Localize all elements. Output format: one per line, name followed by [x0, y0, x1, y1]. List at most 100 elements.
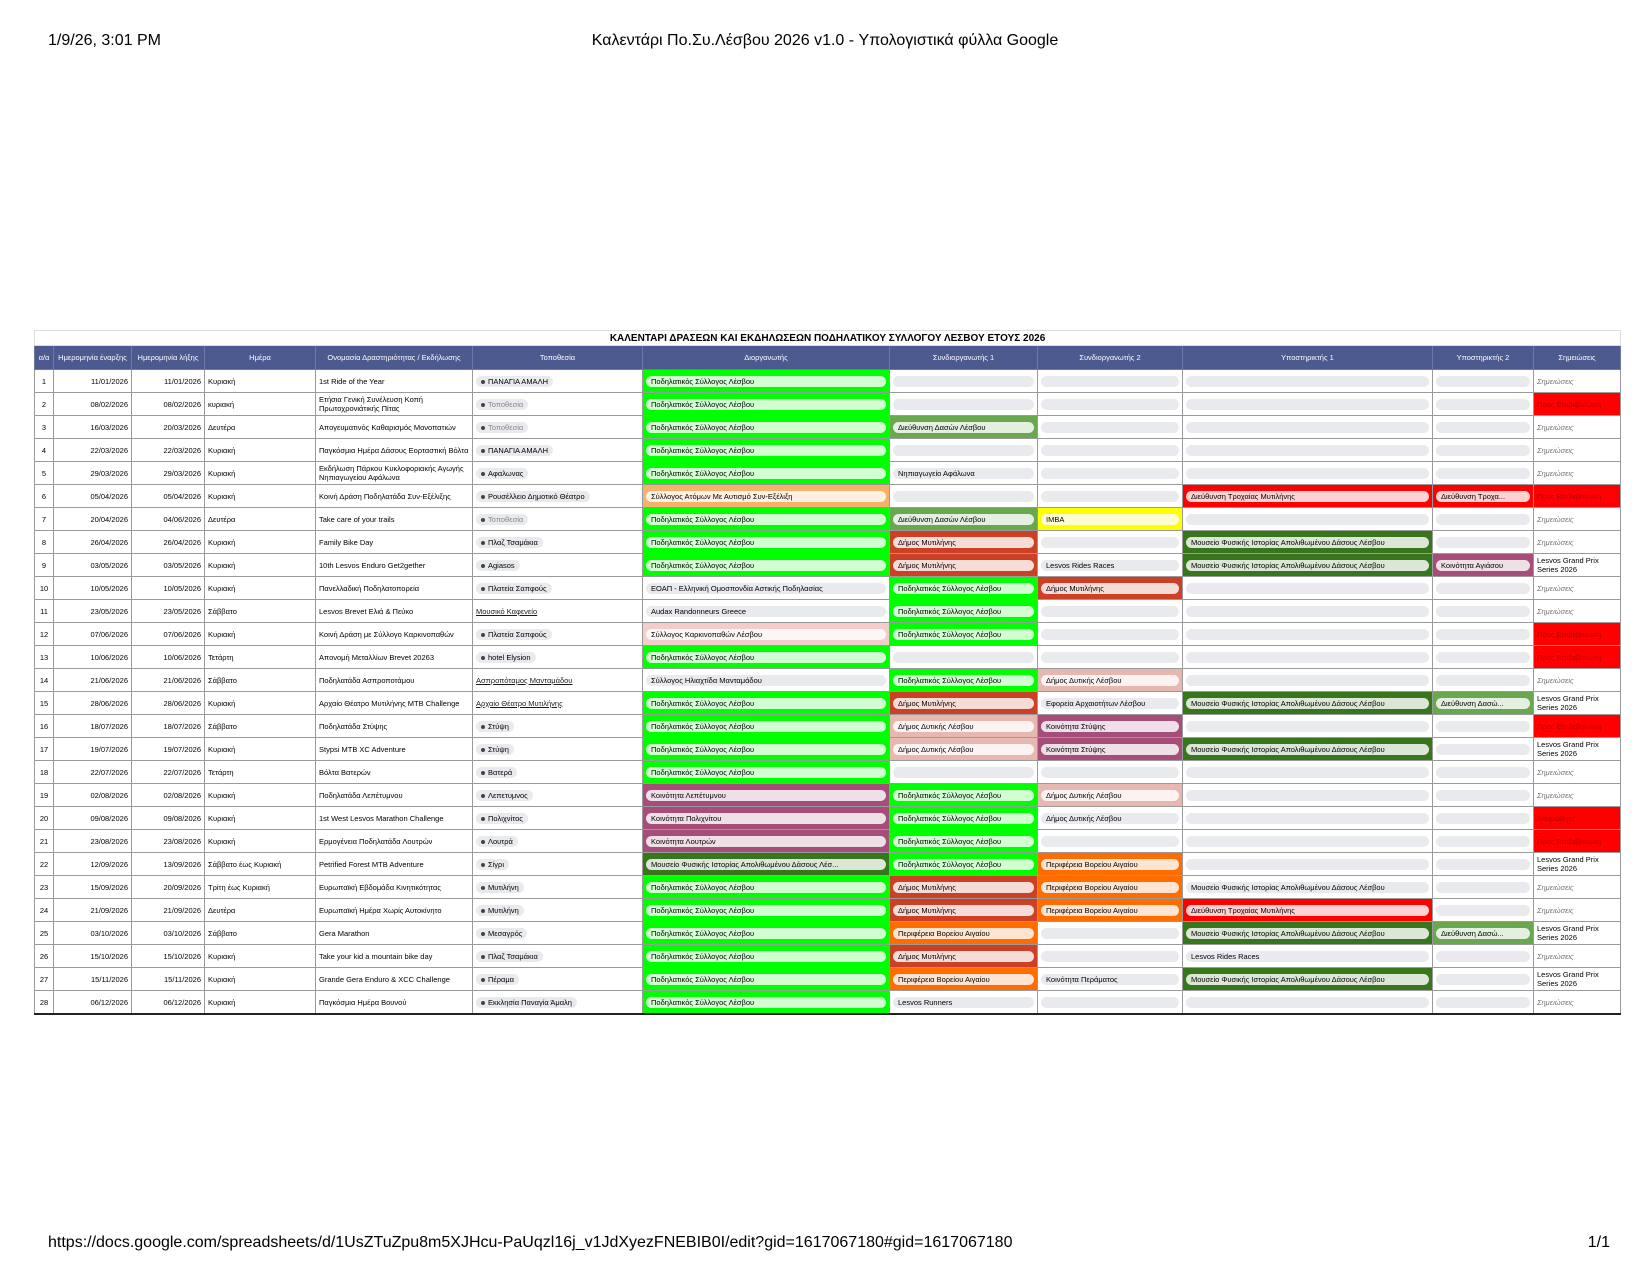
dropdown-chip[interactable]: Ποδηλατικός Σύλλογος Λέσβου	[646, 651, 886, 663]
empty-dropdown-chip[interactable]	[1186, 858, 1429, 870]
empty-dropdown-chip[interactable]	[1186, 651, 1429, 663]
empty-dropdown-chip[interactable]	[1436, 973, 1530, 985]
dropdown-chip[interactable]: Ποδηλατικός Σύλλογος Λέσβου	[646, 398, 886, 410]
dropdown-chip[interactable]: Δήμος Δυτικής Λέσβου	[1041, 812, 1179, 824]
empty-dropdown-chip[interactable]	[1041, 444, 1179, 456]
empty-dropdown-chip[interactable]	[1436, 950, 1530, 962]
dropdown-chip[interactable]: Σύλλογος Καρκινοπαθών Λέσβου	[646, 628, 886, 640]
dropdown-chip[interactable]: Ποδηλατικός Σύλλογος Λέσβου	[646, 375, 886, 387]
dropdown-chip[interactable]: Δήμος Δυτικής Λέσβου	[1041, 674, 1179, 686]
dropdown-chip[interactable]: Σύλλογος Ηλιαχτίδα Μανταμάδου	[646, 674, 886, 686]
location-chip[interactable]: Τοποθεσία	[476, 421, 529, 433]
dropdown-chip[interactable]: Ποδηλατικός Σύλλογος Λέσβου	[646, 444, 886, 456]
empty-dropdown-chip[interactable]	[1041, 375, 1179, 387]
location-chip[interactable]: hotel Elysion	[476, 651, 536, 663]
empty-dropdown-chip[interactable]	[1186, 582, 1429, 594]
empty-dropdown-chip[interactable]	[1186, 835, 1429, 847]
dropdown-chip[interactable]: Ποδηλατικός Σύλλογος Λέσβου	[646, 766, 886, 778]
dropdown-chip[interactable]: Ποδηλατικός Σύλλογος Λέσβου	[646, 559, 886, 571]
dropdown-chip[interactable]: Ποδηλατικός Σύλλογος Λέσβου	[646, 536, 886, 548]
dropdown-chip[interactable]: Περιφέρεια Βορείου Αιγαίου	[893, 927, 1034, 939]
dropdown-chip[interactable]: Ποδηλατικός Σύλλογος Λέσβου	[893, 605, 1034, 617]
empty-dropdown-chip[interactable]	[1436, 375, 1530, 387]
location-link[interactable]: Ασπροπόταμος Μανταμάδου	[476, 675, 573, 685]
dropdown-chip[interactable]: Ποδηλατικός Σύλλογος Λέσβου	[893, 835, 1034, 847]
dropdown-chip[interactable]: Περιφέρεια Βορείου Αιγαίου	[1041, 881, 1179, 893]
location-chip[interactable]: Τοποθεσία	[476, 398, 529, 410]
location-chip[interactable]: Πλαζ Τσαμάκια	[476, 950, 543, 962]
dropdown-chip[interactable]: Νηπιαγωγείο Αφάλωνα	[893, 467, 1034, 479]
dropdown-chip[interactable]: Μουσείο Φυσικής Ιστορίας Απολιθωμένου Δά…	[1186, 743, 1429, 755]
dropdown-chip[interactable]: Δήμος Μυτιλήνης	[893, 904, 1034, 916]
empty-dropdown-chip[interactable]	[893, 444, 1034, 456]
dropdown-chip[interactable]: Ποδηλατικός Σύλλογος Λέσβου	[646, 904, 886, 916]
empty-dropdown-chip[interactable]	[1041, 605, 1179, 617]
location-chip[interactable]: Βατερά	[476, 766, 518, 778]
location-chip[interactable]: Εκκλησία Παναγία Άμαλη	[476, 996, 577, 1008]
empty-dropdown-chip[interactable]	[1186, 720, 1429, 732]
empty-dropdown-chip[interactable]	[1041, 651, 1179, 663]
empty-dropdown-chip[interactable]	[1041, 996, 1179, 1008]
dropdown-chip[interactable]: Περιφέρεια Βορείου Αιγαίου	[1041, 858, 1179, 870]
empty-dropdown-chip[interactable]	[893, 398, 1034, 410]
empty-dropdown-chip[interactable]	[1436, 651, 1530, 663]
empty-dropdown-chip[interactable]	[1041, 835, 1179, 847]
dropdown-chip[interactable]: Δήμος Μυτιλήνης	[1041, 582, 1179, 594]
empty-dropdown-chip[interactable]	[1041, 490, 1179, 502]
dropdown-chip[interactable]: Μουσείο Φυσικής Ιστορίας Απολιθωμένου Δά…	[1186, 973, 1429, 985]
dropdown-chip[interactable]: Δήμος Μυτιλήνης	[893, 559, 1034, 571]
empty-dropdown-chip[interactable]	[1041, 536, 1179, 548]
dropdown-chip[interactable]: Ποδηλατικός Σύλλογος Λέσβου	[893, 582, 1034, 594]
location-chip[interactable]: Στύψη	[476, 743, 514, 755]
dropdown-chip[interactable]: Ποδηλατικός Σύλλογος Λέσβου	[893, 812, 1034, 824]
location-chip[interactable]: Σίγρι	[476, 858, 509, 870]
dropdown-chip[interactable]: Δήμος Μυτιλήνης	[893, 881, 1034, 893]
empty-dropdown-chip[interactable]	[1186, 766, 1429, 778]
dropdown-chip[interactable]: Ποδηλατικός Σύλλογος Λέσβου	[893, 789, 1034, 801]
empty-dropdown-chip[interactable]	[1186, 513, 1429, 525]
dropdown-chip[interactable]: Μουσείο Φυσικής Ιστορίας Απολιθωμένου Δά…	[646, 858, 886, 870]
empty-dropdown-chip[interactable]	[1186, 628, 1429, 640]
empty-dropdown-chip[interactable]	[1041, 950, 1179, 962]
empty-dropdown-chip[interactable]	[893, 490, 1034, 502]
dropdown-chip[interactable]: Διεύθυνση Δασών Λέσβου	[893, 513, 1034, 525]
dropdown-chip[interactable]: Ποδηλατικός Σύλλογος Λέσβου	[646, 927, 886, 939]
dropdown-chip[interactable]: Εφορεία Αρχαιοτήτων Λέσβου	[1041, 697, 1179, 709]
empty-dropdown-chip[interactable]	[1436, 835, 1530, 847]
empty-dropdown-chip[interactable]	[1436, 444, 1530, 456]
location-chip[interactable]: Πέραμα	[476, 973, 520, 985]
dropdown-chip[interactable]: Μουσείο Φυσικής Ιστορίας Απολιθωμένου Δά…	[1186, 536, 1429, 548]
dropdown-chip[interactable]: Σύλλογος Ατόμων Με Αυτισμό Συν-Εξέλιξη	[646, 490, 886, 502]
dropdown-chip[interactable]: Ποδηλατικός Σύλλογος Λέσβου	[646, 743, 886, 755]
location-chip[interactable]: Λουτρά	[476, 835, 518, 847]
empty-dropdown-chip[interactable]	[1436, 858, 1530, 870]
dropdown-chip[interactable]: Ποδηλατικός Σύλλογος Λέσβου	[646, 973, 886, 985]
empty-dropdown-chip[interactable]	[1436, 789, 1530, 801]
dropdown-chip[interactable]: Κοινότητα Στύψης	[1041, 720, 1179, 732]
empty-dropdown-chip[interactable]	[1436, 628, 1530, 640]
dropdown-chip[interactable]: Ποδηλατικός Σύλλογος Λέσβου	[646, 421, 886, 433]
empty-dropdown-chip[interactable]	[1436, 812, 1530, 824]
empty-dropdown-chip[interactable]	[1186, 812, 1429, 824]
dropdown-chip[interactable]: Κοινότητα Στύψης	[1041, 743, 1179, 755]
empty-dropdown-chip[interactable]	[1436, 582, 1530, 594]
empty-dropdown-chip[interactable]	[1186, 375, 1429, 387]
empty-dropdown-chip[interactable]	[1041, 467, 1179, 479]
dropdown-chip[interactable]: Ποδηλατικός Σύλλογος Λέσβου	[646, 881, 886, 893]
empty-dropdown-chip[interactable]	[1436, 398, 1530, 410]
dropdown-chip[interactable]: IMBA	[1041, 513, 1179, 525]
empty-dropdown-chip[interactable]	[1436, 513, 1530, 525]
dropdown-chip[interactable]: Δήμος Δυτικής Λέσβου	[893, 743, 1034, 755]
location-chip[interactable]: Στύψη	[476, 720, 514, 732]
empty-dropdown-chip[interactable]	[1436, 996, 1530, 1008]
empty-dropdown-chip[interactable]	[1041, 398, 1179, 410]
empty-dropdown-chip[interactable]	[1186, 996, 1429, 1008]
dropdown-chip[interactable]: ΕΟΑΠ - Ελληνική Ομοσπονδία Αστικής Ποδηλ…	[646, 582, 886, 594]
empty-dropdown-chip[interactable]	[1186, 605, 1429, 617]
dropdown-chip[interactable]: Audax Randonneurs Greece	[646, 605, 886, 617]
dropdown-chip[interactable]: Κοινότητα Λουτρών	[646, 835, 886, 847]
empty-dropdown-chip[interactable]	[1041, 628, 1179, 640]
empty-dropdown-chip[interactable]	[1436, 766, 1530, 778]
empty-dropdown-chip[interactable]	[1436, 536, 1530, 548]
dropdown-chip[interactable]: Δήμος Μυτιλήνης	[893, 950, 1034, 962]
